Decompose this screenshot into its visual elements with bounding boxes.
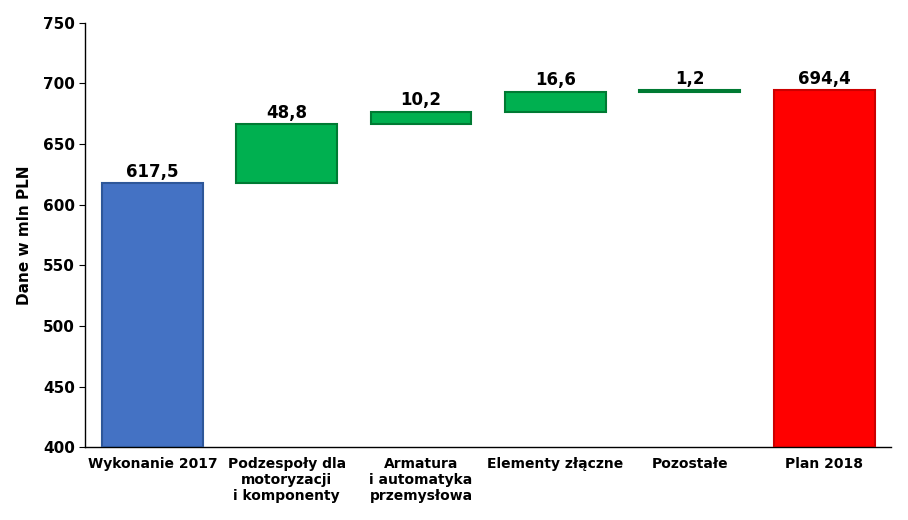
- Bar: [370, 112, 471, 124]
- Bar: [639, 90, 740, 92]
- Bar: [505, 92, 606, 112]
- Bar: [102, 184, 202, 447]
- Bar: [774, 90, 874, 447]
- Text: 617,5: 617,5: [126, 163, 179, 181]
- Text: 10,2: 10,2: [400, 92, 441, 109]
- Text: 16,6: 16,6: [535, 71, 576, 89]
- Text: 48,8: 48,8: [266, 104, 307, 122]
- Text: 694,4: 694,4: [798, 70, 851, 88]
- Text: 1,2: 1,2: [675, 70, 705, 88]
- Bar: [236, 124, 337, 184]
- Y-axis label: Dane w mln PLN: Dane w mln PLN: [16, 165, 32, 305]
